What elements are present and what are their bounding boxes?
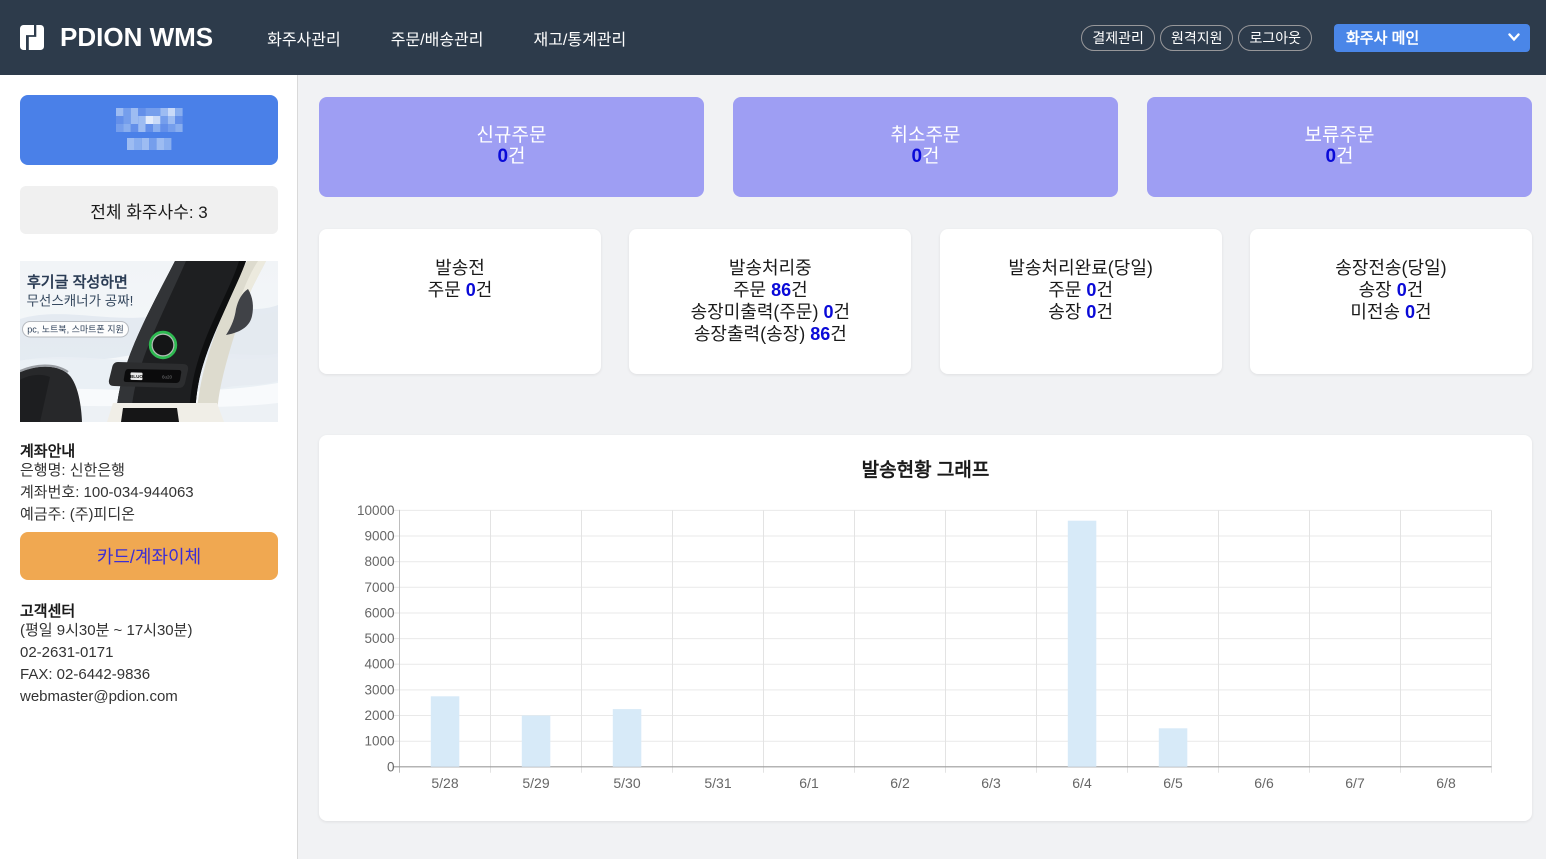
svg-text:6/7: 6/7 xyxy=(1345,775,1365,791)
svg-text:6/6: 6/6 xyxy=(1254,775,1274,791)
svg-text:6/2: 6/2 xyxy=(890,775,910,791)
svg-text:6/8: 6/8 xyxy=(1436,775,1456,791)
svg-text:5/30: 5/30 xyxy=(613,775,640,791)
svg-text:10000: 10000 xyxy=(357,503,395,518)
svg-text:0: 0 xyxy=(387,759,395,774)
svg-text:후기글 작성하면: 후기글 작성하면 xyxy=(27,273,128,291)
svg-text:5/29: 5/29 xyxy=(522,775,549,791)
svg-text:9000: 9000 xyxy=(364,529,394,544)
svg-text:6u20: 6u20 xyxy=(162,375,173,380)
svg-text:6/3: 6/3 xyxy=(981,775,1001,791)
svg-text:6/1: 6/1 xyxy=(799,775,819,791)
svg-text:6000: 6000 xyxy=(364,606,394,621)
svg-text:pc, 노트북, 스마트폰 지원: pc, 노트북, 스마트폰 지원 xyxy=(27,325,124,335)
svg-text:8000: 8000 xyxy=(364,554,394,569)
svg-text:7000: 7000 xyxy=(364,580,394,595)
svg-text:4000: 4000 xyxy=(364,657,394,672)
svg-text:5/31: 5/31 xyxy=(704,775,731,791)
svg-text:1000: 1000 xyxy=(364,734,394,749)
svg-text:BLUO: BLUO xyxy=(130,374,143,379)
svg-text:5/28: 5/28 xyxy=(431,775,458,791)
svg-text:무선스캐너가 공짜!: 무선스캐너가 공짜! xyxy=(27,294,134,309)
svg-text:6/5: 6/5 xyxy=(1163,775,1183,791)
svg-text:6/4: 6/4 xyxy=(1072,775,1092,791)
svg-text:5000: 5000 xyxy=(364,631,394,646)
svg-text:3000: 3000 xyxy=(364,682,394,697)
svg-text:2000: 2000 xyxy=(364,708,394,723)
